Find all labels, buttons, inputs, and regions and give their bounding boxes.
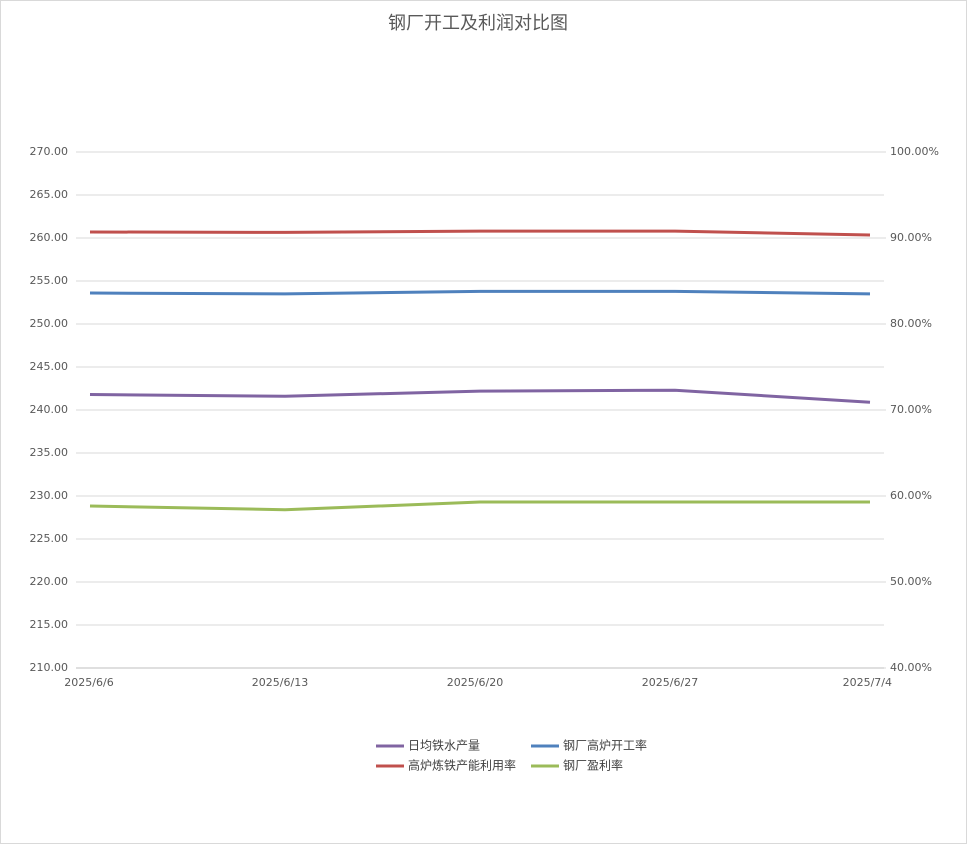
y2-tick-label: 40.00% [890,661,932,674]
x-tick-label: 2025/7/4 [843,676,892,689]
y-tick-label: 240.00 [30,403,69,416]
y-tick-label: 235.00 [30,446,69,459]
series-line [89,500,870,512]
y-tick-label: 210.00 [30,661,69,674]
series-line [89,388,871,404]
series-line [89,229,871,237]
x-tick-label: 2025/6/6 [64,676,113,689]
chart-title: 钢厂开工及利润对比图 [388,13,568,34]
x-tick-label: 2025/6/27 [642,676,698,689]
legend-label: 日均铁水产量 [408,739,480,753]
y2-tick-label: 60.00% [890,489,932,502]
y-tick-label: 225.00 [30,532,69,545]
y-tick-label: 245.00 [30,360,69,373]
series-line [89,289,871,296]
legend-label: 高炉炼铁产能利用率 [408,758,516,773]
y-tick-label: 255.00 [30,274,69,287]
y2-tick-label: 90.00% [890,231,932,244]
y-tick-label: 220.00 [30,575,69,588]
y2-tick-label: 50.00% [890,575,932,588]
y2-tick-label: 70.00% [890,403,932,416]
y-tick-label: 215.00 [30,618,69,631]
y-tick-label: 265.00 [30,188,69,201]
x-tick-label: 2025/6/20 [447,676,503,689]
x-tick-label: 2025/6/13 [252,676,308,689]
y2-tick-label: 80.00% [890,317,932,330]
y-tick-label: 270.00 [30,145,69,158]
y2-tick-label: 100.00% [890,145,939,158]
legend-label: 钢厂盈利率 [563,758,623,773]
legend-label: 钢厂高炉开工率 [563,738,647,753]
y-tick-label: 250.00 [30,317,69,330]
y-tick-label: 230.00 [30,489,69,502]
y-tick-label: 260.00 [30,231,69,244]
